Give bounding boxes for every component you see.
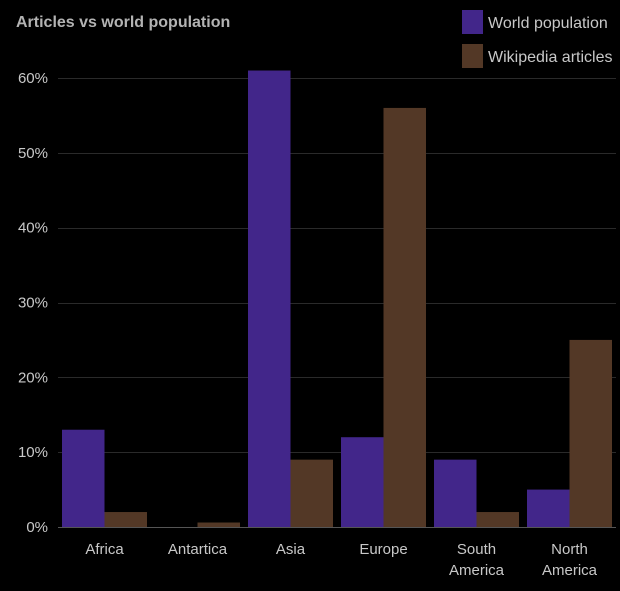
bar-wikipedia-articles-south-america: [476, 512, 519, 527]
y-tick-label-60: 60%: [18, 70, 48, 87]
bar-wikipedia-articles-asia: [290, 459, 333, 527]
bar-wikipedia-articles-africa: [104, 512, 147, 527]
legend-label-world-population: World population: [488, 15, 608, 32]
bar-world-population-europe: [341, 437, 384, 527]
x-tick-label-antartica: Antartica: [168, 541, 228, 558]
bar-wikipedia-articles-europe: [383, 107, 426, 527]
bar-world-population-africa: [62, 429, 105, 527]
legend-label-wikipedia-articles: Wikipedia articles: [488, 49, 612, 66]
x-tick-label-asia: Asia: [276, 541, 306, 558]
bar-wikipedia-articles-antartica: [197, 522, 240, 527]
legend-swatch-wikipedia-articles: [462, 44, 483, 68]
x-tick-label-europe: Europe: [359, 541, 407, 558]
y-axis-ticks: 0% 10% 20% 30% 40% 50% 60%: [18, 70, 48, 536]
chart-title: Articles vs world population: [16, 14, 230, 31]
y-tick-label-0: 0%: [26, 519, 48, 536]
bar-world-population-north-america: [527, 489, 570, 527]
y-tick-label-50: 50%: [18, 145, 48, 162]
legend: World population Wikipedia articles: [462, 10, 612, 68]
bar-wikipedia-articles-north-america: [569, 339, 612, 527]
y-tick-label-40: 40%: [18, 220, 48, 237]
legend-swatch-world-population: [462, 10, 483, 34]
x-tick-label-north-america: North America: [542, 541, 598, 579]
bar-world-population-asia: [248, 70, 291, 528]
x-axis-ticks: Africa Antartica Asia Europe South America Nor…: [85, 541, 597, 579]
gridlines: [58, 78, 616, 528]
y-tick-label-10: 10%: [18, 444, 48, 461]
bar-world-population-south-america: [434, 459, 477, 527]
y-tick-label-20: 20%: [18, 369, 48, 386]
y-tick-label-30: 30%: [18, 295, 48, 312]
x-tick-label-africa: Africa: [85, 541, 124, 558]
bars: [62, 70, 612, 528]
x-tick-label-south-america: South America: [449, 541, 505, 579]
